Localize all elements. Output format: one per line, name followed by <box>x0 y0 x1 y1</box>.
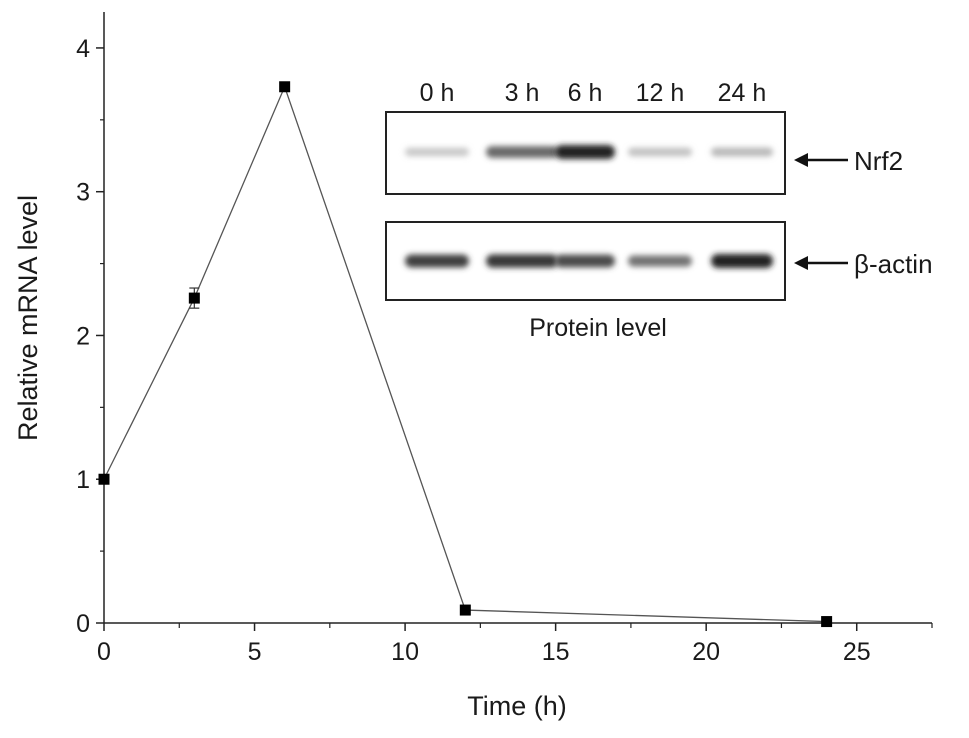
blot-band <box>405 254 469 268</box>
x-tick-label: 15 <box>542 638 570 666</box>
y-axis-ticks: 0 1 2 3 4 <box>76 35 104 638</box>
lane-label: 3 h <box>505 79 540 107</box>
y-tick-label: 1 <box>76 466 90 494</box>
data-point <box>98 473 110 485</box>
x-tick-label: 10 <box>391 638 419 666</box>
x-tick-label: 5 <box>248 638 262 666</box>
x-tick-label: 0 <box>97 638 111 666</box>
blot-band <box>405 147 469 157</box>
x-axis-ticks: 0 5 10 15 20 25 <box>97 623 933 666</box>
blot-band <box>555 145 615 159</box>
lane-label: 24 h <box>718 79 767 107</box>
x-axis-title: Time (h) <box>467 691 567 721</box>
lane-label: 6 h <box>568 79 603 107</box>
nrf2-arrow-icon <box>794 153 848 167</box>
actin-label: β-actin <box>854 249 933 279</box>
y-tick-label: 0 <box>76 610 90 638</box>
western-blot-inset: 0 h 3 h 6 h 12 h 24 h Nrf2 β-actin Protein l… <box>385 79 933 342</box>
nrf2-bands <box>405 145 773 159</box>
blot-band <box>628 147 692 157</box>
blot-band <box>711 254 773 268</box>
lane-labels: 0 h 3 h 6 h 12 h 24 h <box>420 79 767 107</box>
data-point <box>821 616 833 628</box>
y-tick-label: 2 <box>76 322 90 350</box>
data-point <box>279 81 291 93</box>
blot-band <box>711 147 773 157</box>
actin-arrow-icon <box>794 256 848 270</box>
x-tick-label: 25 <box>843 638 871 666</box>
blot-band <box>486 146 558 158</box>
actin-bands <box>405 254 773 268</box>
lane-label: 12 h <box>636 79 685 107</box>
data-point <box>459 604 471 616</box>
protein-level-caption: Protein level <box>529 314 667 342</box>
x-tick-label: 20 <box>692 638 720 666</box>
blot-band <box>486 254 558 268</box>
nrf2-label: Nrf2 <box>854 146 903 176</box>
y-tick-label: 4 <box>76 35 90 63</box>
blot-band <box>628 255 692 267</box>
data-point <box>188 292 200 304</box>
data-series <box>98 81 833 628</box>
blot-band <box>555 254 615 268</box>
y-axis-title: Relative mRNA level <box>13 195 43 441</box>
y-tick-label: 3 <box>76 179 90 207</box>
lane-label: 0 h <box>420 79 455 107</box>
